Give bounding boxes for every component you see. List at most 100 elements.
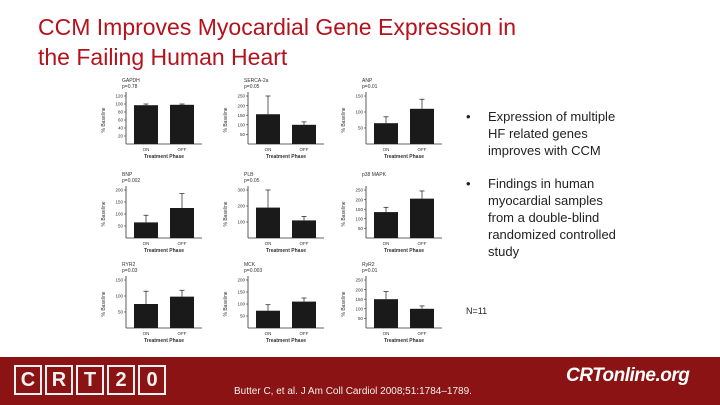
y-tick-label: 200 <box>237 204 245 209</box>
chart-title: MCK <box>244 262 256 268</box>
y-axis-label: % Baseline <box>101 291 107 316</box>
slide-title-line2: the Failing Human Heart <box>38 44 288 70</box>
x-tick-label: OFF <box>418 331 427 336</box>
x-tick-label: ON <box>265 241 272 246</box>
x-axis-label: Treatment Phase <box>144 248 184 254</box>
y-axis-label: % Baseline <box>101 201 107 226</box>
chart-title: SERCA-2a <box>244 78 269 84</box>
x-tick-label: OFF <box>418 147 427 152</box>
sample-size-label: N=11 <box>466 306 488 316</box>
chart-panel-anp: ANP p=0.01 % Baseline 50 100 150 ON OFF Treatmen… <box>332 76 450 168</box>
chart-pvalue: p=0.78 <box>122 84 138 90</box>
y-tick-label: 40 <box>118 126 124 131</box>
x-tick-label: ON <box>265 331 272 336</box>
chart-title: ANP <box>362 78 373 84</box>
y-tick-label: 250 <box>355 278 363 283</box>
y-tick-label: 200 <box>355 287 363 292</box>
y-axis-label: % Baseline <box>223 107 229 132</box>
bar <box>256 114 280 144</box>
y-tick-label: 100 <box>115 212 123 217</box>
chart-title: RyR2 <box>362 262 375 268</box>
x-tick-label: ON <box>143 147 150 152</box>
y-tick-label: 100 <box>355 217 363 222</box>
logo-char: 0 <box>138 365 166 395</box>
crtonline-logo: CRTonline.org <box>566 365 690 386</box>
y-tick-label: 100 <box>115 102 123 107</box>
bar <box>292 124 316 144</box>
y-tick-label: 150 <box>115 200 123 205</box>
bar <box>292 220 316 238</box>
chart-title: GAPDH <box>122 78 140 84</box>
y-tick-label: 50 <box>358 226 364 231</box>
bar-chart-p38mapk: p38 MAPK % Baseline 50 100 150 200 250 ON OFF Tre… <box>341 172 442 254</box>
y-axis-label: % Baseline <box>101 107 107 132</box>
chart-pvalue: p=0.05 <box>244 178 260 184</box>
chart-panel-gapdh: GAPDH p=0.78 % Baseline 20 40 60 80 100 120 ON OFF… <box>92 76 210 168</box>
y-tick-label: 200 <box>355 197 363 202</box>
y-tick-label: 50 <box>358 316 364 321</box>
y-tick-label: 50 <box>118 310 124 315</box>
y-tick-label: 120 <box>115 94 123 99</box>
y-tick-label: 50 <box>240 314 246 319</box>
y-tick-label: 50 <box>118 224 124 229</box>
chart-title: RYR2 <box>122 262 135 268</box>
y-axis-label: % Baseline <box>223 201 229 226</box>
citation-text: Butter C, et al. J Am Coll Cardiol 2008;… <box>234 386 472 397</box>
chart-pvalue: p=0.01 <box>362 268 378 274</box>
y-tick-label: 100 <box>237 123 245 128</box>
bar <box>410 108 434 144</box>
y-tick-label: 150 <box>355 297 363 302</box>
chart-panel-bnp: BNP p=0.002 % Baseline 50 100 150 200 ON OFF Trea… <box>92 170 210 262</box>
bullet-item: • Expression of multiple HF related gene… <box>466 108 626 159</box>
logo-char: 2 <box>107 365 135 395</box>
y-tick-label: 100 <box>237 302 245 307</box>
chart-title: BNP <box>122 172 133 178</box>
x-axis-label: Treatment Phase <box>266 248 306 254</box>
slide-title: CCM Improves Myocardial Gene Expression … <box>38 12 598 72</box>
y-axis-label: % Baseline <box>223 291 229 316</box>
slide-title-line1: CCM Improves Myocardial Gene Expression … <box>38 14 517 40</box>
x-tick-label: OFF <box>178 331 187 336</box>
x-axis-label: Treatment Phase <box>144 154 184 160</box>
y-tick-label: 200 <box>237 103 245 108</box>
bar <box>410 308 434 328</box>
bar <box>170 296 194 328</box>
bar <box>134 304 158 328</box>
chart-panel-mck: MCK p=0.003 % Baseline 50 100 150 200 ON OFF Trea… <box>214 260 332 352</box>
footer-bar: C R T 2 0 Butter C, et al. J Am Coll Car… <box>0 357 720 405</box>
y-tick-label: 150 <box>355 207 363 212</box>
bullet-text: Findings in human myocardial samples fro… <box>488 176 616 259</box>
x-tick-label: OFF <box>178 241 187 246</box>
y-tick-label: 20 <box>118 134 124 139</box>
y-tick-label: 100 <box>355 307 363 312</box>
chart-panel-p38mapk: p38 MAPK % Baseline 50 100 150 200 250 ON OFF Tre… <box>332 170 450 262</box>
x-tick-label: ON <box>143 331 150 336</box>
y-tick-label: 150 <box>237 113 245 118</box>
y-axis-label: % Baseline <box>341 201 347 226</box>
y-tick-label: 100 <box>355 110 363 115</box>
chart-panel-plb: PLB p=0.05 % Baseline 100 200 300 ON OFF Treatme… <box>214 170 332 262</box>
y-tick-label: 150 <box>237 290 245 295</box>
chart-panel-ryr2-b: RyR2 p=0.01 % Baseline 50 100 150 200 250 ON OFF T… <box>332 260 450 352</box>
chart-title: PLB <box>244 172 254 178</box>
y-tick-label: 100 <box>115 294 123 299</box>
x-tick-label: OFF <box>300 147 309 152</box>
bar <box>256 207 280 238</box>
x-tick-label: OFF <box>178 147 187 152</box>
y-tick-label: 150 <box>115 278 123 283</box>
logo-char: C <box>14 365 42 395</box>
bullet-dot: • <box>466 109 471 124</box>
chart-pvalue: p=0.05 <box>244 84 260 90</box>
bar <box>134 222 158 238</box>
chart-title: p38 MAPK <box>362 172 387 178</box>
x-tick-label: ON <box>265 147 272 152</box>
bar <box>374 123 398 144</box>
bar <box>374 212 398 238</box>
y-tick-label: 60 <box>118 118 124 123</box>
y-tick-label: 80 <box>118 110 124 115</box>
y-tick-label: 200 <box>115 188 123 193</box>
x-tick-label: OFF <box>300 331 309 336</box>
